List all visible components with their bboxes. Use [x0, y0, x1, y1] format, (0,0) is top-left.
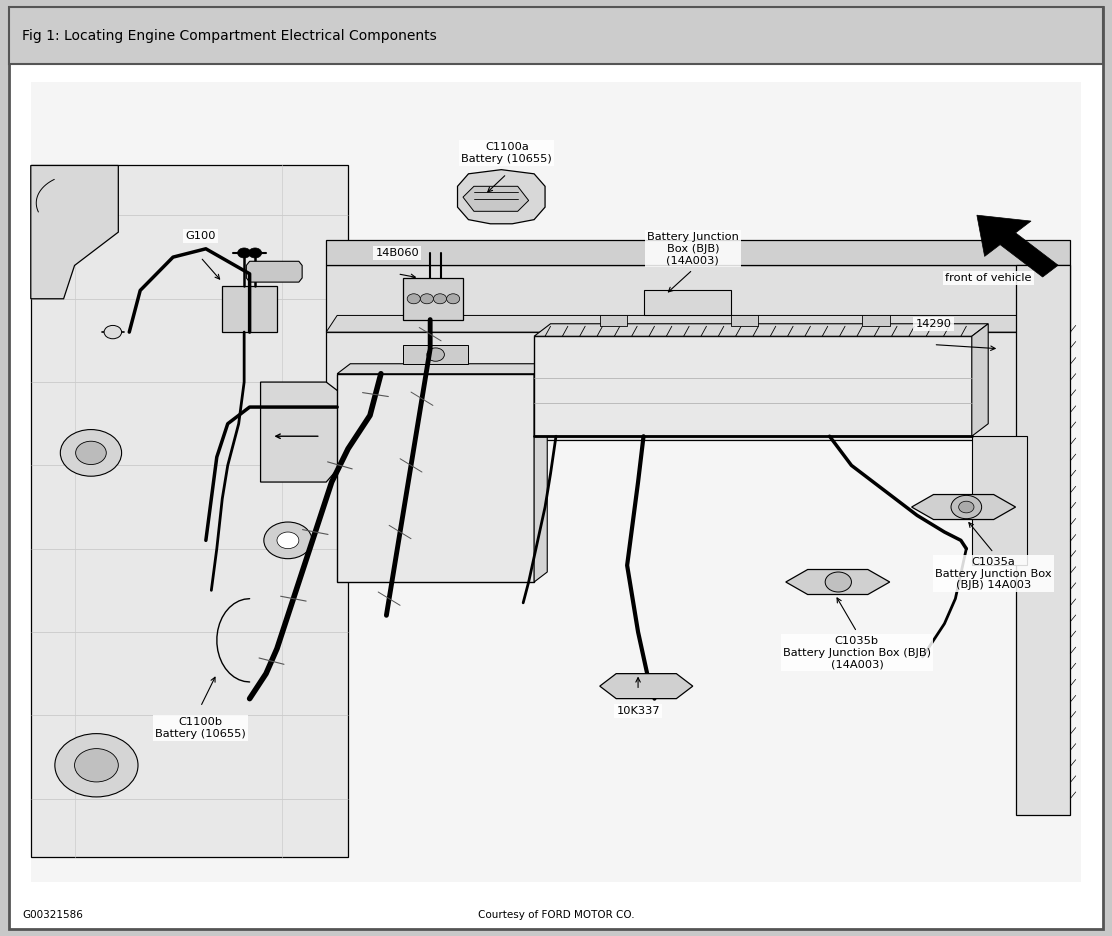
Polygon shape: [403, 344, 468, 364]
Circle shape: [248, 248, 261, 258]
Polygon shape: [222, 286, 277, 332]
Polygon shape: [863, 315, 890, 327]
Circle shape: [264, 522, 312, 559]
Circle shape: [54, 734, 138, 797]
Polygon shape: [534, 336, 972, 436]
Polygon shape: [337, 373, 534, 582]
Polygon shape: [457, 169, 545, 224]
Polygon shape: [599, 674, 693, 698]
Polygon shape: [731, 315, 758, 327]
Polygon shape: [31, 82, 1081, 882]
Polygon shape: [326, 266, 1070, 332]
Polygon shape: [1015, 266, 1070, 815]
Text: C1100b
Battery (10655): C1100b Battery (10655): [155, 717, 246, 739]
Text: C1035a
Battery Junction Box
(BJB) 14A003: C1035a Battery Junction Box (BJB) 14A003: [935, 557, 1052, 591]
Polygon shape: [463, 186, 528, 212]
Polygon shape: [260, 382, 348, 482]
Circle shape: [60, 430, 121, 476]
Circle shape: [76, 441, 107, 464]
Polygon shape: [31, 166, 348, 857]
Polygon shape: [786, 569, 890, 594]
Polygon shape: [912, 494, 1015, 519]
Circle shape: [420, 294, 434, 304]
Polygon shape: [644, 290, 731, 315]
Polygon shape: [534, 364, 547, 582]
Text: C1100a
Battery (10655): C1100a Battery (10655): [461, 142, 553, 164]
Polygon shape: [534, 324, 989, 336]
Circle shape: [407, 294, 420, 304]
Text: Battery Junction
Box (BJB)
(14A003): Battery Junction Box (BJB) (14A003): [647, 232, 738, 266]
Circle shape: [105, 326, 121, 339]
Text: C1035b
Battery Junction Box (BJB)
(14A003): C1035b Battery Junction Box (BJB) (14A00…: [783, 636, 931, 669]
Text: Fig 1: Locating Engine Compartment Electrical Components: Fig 1: Locating Engine Compartment Elect…: [22, 29, 437, 42]
Circle shape: [959, 501, 974, 513]
Circle shape: [427, 348, 445, 361]
Polygon shape: [403, 278, 463, 319]
Polygon shape: [326, 241, 1070, 266]
Polygon shape: [972, 324, 989, 436]
Polygon shape: [326, 315, 1070, 332]
Polygon shape: [247, 261, 302, 282]
Text: 14B060: 14B060: [376, 248, 419, 258]
Text: 10K337: 10K337: [616, 706, 659, 716]
Polygon shape: [326, 332, 1060, 440]
Polygon shape: [31, 166, 118, 299]
Circle shape: [825, 572, 852, 592]
Circle shape: [75, 749, 118, 782]
Text: front of vehicle: front of vehicle: [945, 273, 1032, 283]
Text: G00321586: G00321586: [22, 911, 83, 920]
Circle shape: [277, 532, 299, 548]
Polygon shape: [976, 215, 1059, 277]
Circle shape: [447, 294, 459, 304]
Polygon shape: [599, 315, 627, 327]
Polygon shape: [972, 436, 1026, 565]
Circle shape: [434, 294, 447, 304]
Circle shape: [951, 495, 982, 519]
Text: 14290: 14290: [915, 319, 952, 329]
Polygon shape: [337, 364, 547, 373]
Text: Courtesy of FORD MOTOR CO.: Courtesy of FORD MOTOR CO.: [478, 911, 634, 920]
Text: G100: G100: [185, 231, 216, 241]
Circle shape: [238, 248, 250, 258]
